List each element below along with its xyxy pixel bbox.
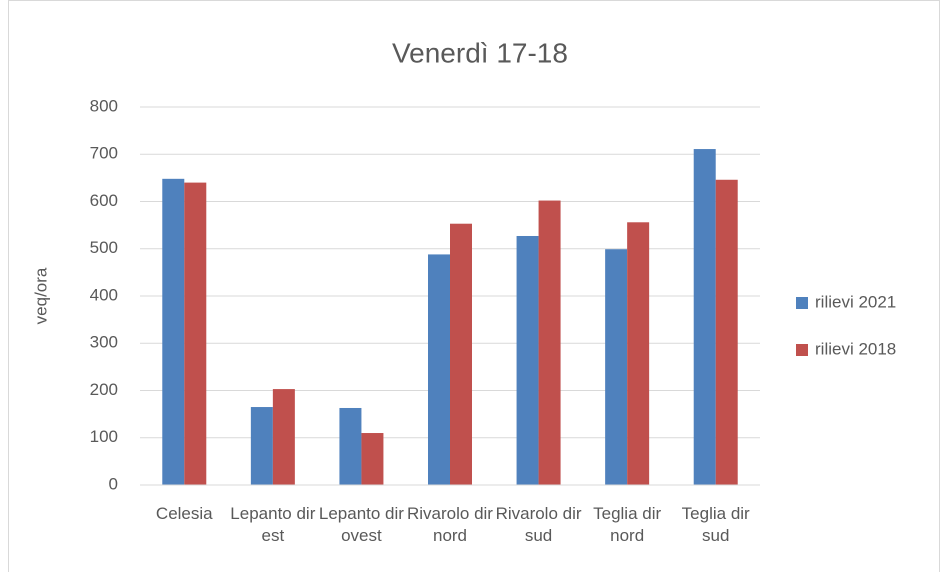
y-tick-label: 100 [90,427,118,446]
x-tick-label: Rivarolo dir sud [495,504,582,545]
bar [538,200,561,485]
legend-label: rilievi 2018 [815,339,896,358]
y-tick-label: 200 [90,380,118,399]
bar [272,389,295,485]
x-tick-label: Teglia dir nord [593,504,662,545]
bar [250,407,273,485]
x-tick-label: Teglia dir sud [681,504,750,545]
legend-swatch [796,297,808,309]
y-tick-label: 0 [109,474,118,493]
x-tick-label: Rivarolo dir nord [407,504,493,545]
y-tick-label: 600 [90,191,118,210]
y-tick-label: 500 [90,238,118,257]
bar [162,178,185,485]
bar [605,249,628,485]
bar [627,222,650,486]
y-tick-label: 400 [90,285,118,304]
bar [516,235,539,485]
y-tick-label: 800 [90,96,118,115]
y-tick-label: 700 [90,144,118,163]
legend-label: rilievi 2021 [815,292,896,311]
chart-title: Venerdì 17-18 [392,37,568,68]
bar [361,433,384,485]
bar [184,182,207,485]
y-tick-label: 300 [90,333,118,352]
bar [715,179,738,485]
y-axis-label: veq/ora [31,267,50,324]
chart-border [8,0,940,572]
x-tick-label: Lepanto dir est [230,504,316,545]
bar [339,407,362,485]
bar [428,254,450,485]
legend-swatch [796,344,808,356]
bar [450,223,472,485]
x-tick-label: Celesia [155,504,213,523]
x-tick-label: Lepanto dir ovest [318,504,404,545]
bar [693,149,716,486]
